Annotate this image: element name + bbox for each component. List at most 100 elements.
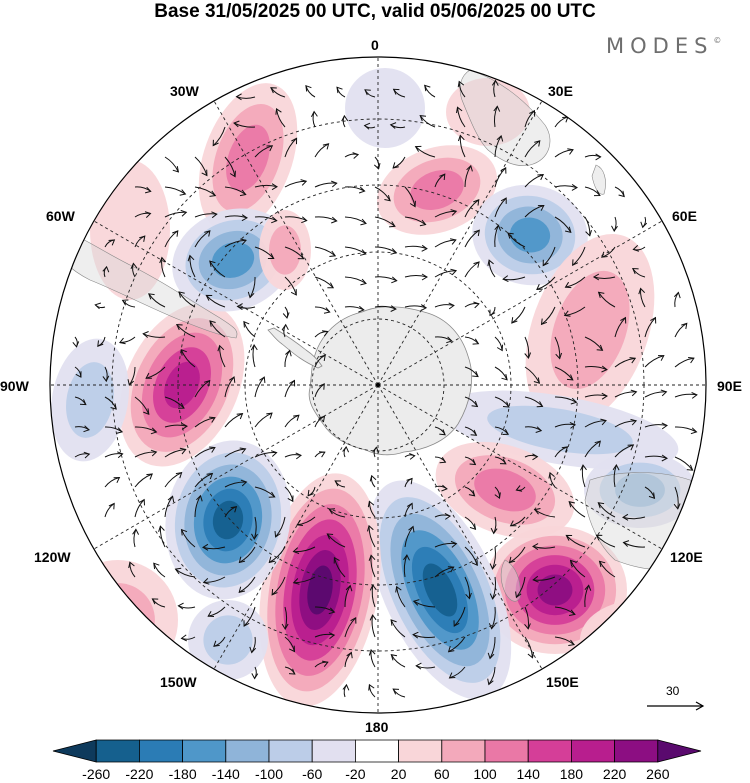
wind-vector <box>644 317 656 338</box>
wind-vector-head <box>331 180 338 188</box>
new-zealand-landmass <box>500 559 521 602</box>
wind-vector-head <box>457 134 465 142</box>
wind-vector-head <box>345 584 353 592</box>
wind-vector-head <box>600 418 607 426</box>
wind-vector <box>494 167 507 188</box>
wind-vector-head <box>236 413 244 420</box>
wind-vector-head <box>369 584 377 591</box>
wind-vector <box>189 255 196 278</box>
wind-vector-head <box>529 109 536 117</box>
wind-vector-head <box>102 265 110 273</box>
wind-vector-head <box>403 554 410 561</box>
wind-vector-head <box>288 645 296 653</box>
wind-vector-head <box>250 344 258 351</box>
wind-vector-head <box>363 122 371 130</box>
wind-vector <box>164 186 186 195</box>
wind-vector-head <box>420 304 428 312</box>
wind-vector-head <box>205 294 213 301</box>
africa-landmass <box>459 69 551 166</box>
wind-vector <box>374 216 396 227</box>
wind-vector-head <box>533 377 541 384</box>
wind-vector-head <box>601 392 608 400</box>
wind-vector <box>542 246 556 266</box>
wind-vector <box>674 393 697 398</box>
wind-vector <box>593 276 616 279</box>
wind-vector-head <box>596 344 604 351</box>
wind-vector-head <box>648 492 656 500</box>
wind-vector <box>489 636 496 659</box>
wind-vector-head <box>441 484 448 492</box>
wind-vector-head <box>352 152 360 159</box>
wind-vector-head <box>419 115 427 122</box>
wind-vector-head <box>390 248 398 255</box>
wind-vector-head <box>268 556 276 564</box>
wind-vector-head <box>235 93 242 101</box>
wind-vector <box>254 184 278 188</box>
wind-vector <box>464 165 472 188</box>
wind-vector-head <box>240 238 247 246</box>
wind-vector-head <box>259 376 266 383</box>
wind-vector-head <box>178 402 185 409</box>
colorbar-swatch <box>95 739 140 763</box>
wind-vector-head <box>533 508 541 515</box>
wind-vector-head <box>630 389 638 397</box>
wind-vector <box>209 260 226 278</box>
wind-vector-head <box>629 357 637 364</box>
wind-vector-head <box>489 309 496 317</box>
meridian-line <box>377 100 543 386</box>
colorbar-swatch <box>441 739 486 763</box>
wind-vector-head <box>271 216 278 224</box>
wind-vector <box>493 106 498 128</box>
wind-vector <box>494 197 507 218</box>
wind-vector-head <box>238 586 246 593</box>
wind-vector <box>148 293 166 308</box>
wind-vector-head <box>130 262 138 270</box>
wind-vector <box>284 216 307 222</box>
wind-vector <box>374 246 397 254</box>
wind-vector-head <box>268 491 276 498</box>
wind-vector <box>293 576 316 584</box>
colorbar-tick-label: -220 <box>125 766 154 782</box>
wind-vector-head <box>267 253 275 259</box>
wind-vector-head <box>213 640 220 647</box>
wind-vector-head <box>542 259 549 267</box>
wind-vector <box>434 542 457 548</box>
wind-vector-head <box>368 554 376 561</box>
wind-vector-head <box>511 317 518 324</box>
wind-vector <box>326 533 346 548</box>
wind-vector <box>314 246 336 257</box>
wind-vector-head <box>507 232 514 239</box>
wind-vector <box>532 545 556 549</box>
wind-vector-head <box>209 320 216 327</box>
wind-vector-head <box>569 559 577 567</box>
wind-vector-head <box>598 560 606 568</box>
wind-vector <box>492 576 497 600</box>
wind-vector-head <box>568 639 576 646</box>
wind-vector <box>613 464 617 488</box>
wind-vector-head <box>369 614 377 621</box>
wind-vector-head <box>537 174 545 181</box>
wind-vector-head <box>323 307 331 314</box>
graticule <box>50 57 706 713</box>
wind-vector-head <box>172 166 180 173</box>
wind-vector-head <box>342 445 350 453</box>
wind-vector-head <box>502 401 510 408</box>
wind-vector-head <box>310 110 318 118</box>
wind-vector <box>584 420 607 428</box>
wind-vector-head <box>391 276 398 284</box>
wind-vector-head <box>281 323 289 331</box>
wind-vector <box>572 246 586 266</box>
wind-vector-head <box>630 418 638 426</box>
wind-vector-head <box>281 623 289 630</box>
wind-vector-head <box>509 520 517 527</box>
wind-vector <box>134 396 150 415</box>
wind-vector-head <box>202 543 209 551</box>
wind-vector-head <box>144 211 152 218</box>
wind-vector-head <box>532 575 539 583</box>
wind-vector-head <box>500 197 507 204</box>
wind-vector-head <box>238 556 246 564</box>
wind-vector <box>254 216 277 222</box>
colorbar-tick-label: -60 <box>302 766 323 782</box>
wind-vector-head <box>369 474 377 482</box>
anomaly-contour-band <box>474 468 536 512</box>
